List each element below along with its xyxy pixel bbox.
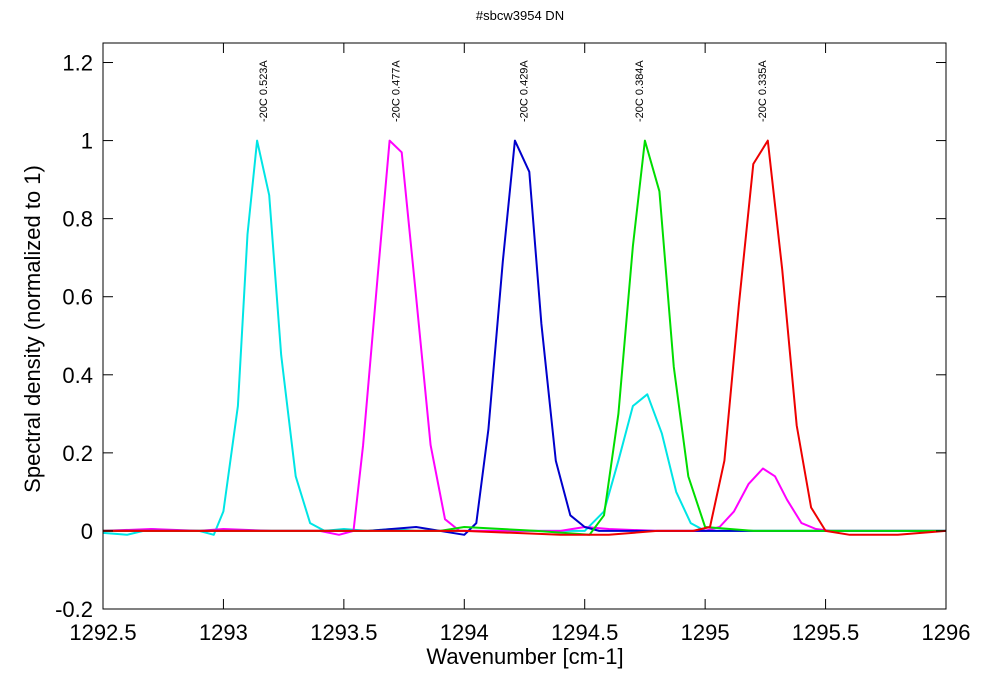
y-tick-label: -0.2 [55,597,93,622]
peak-label: -20C 0.335A [757,60,769,122]
x-tick-label: 1293.5 [310,620,377,645]
y-tick-label: 0.8 [62,207,93,232]
y-tick-label: 0 [81,519,93,544]
peak-label: -20C 0.523A [258,60,270,122]
y-axis: -0.2 0 0.2 0.4 0.6 0.8 1 1.2 [55,51,946,622]
series-line-2 [102,139,946,536]
series-line-1 [102,139,946,536]
x-axis: 1292.5 1293 1293.5 1294 1294.5 1295 1295.5 1296 [69,43,970,645]
y-tick-label: 1 [81,129,93,154]
x-tick-label: 1295.5 [792,620,859,645]
peak-annotations: -20C 0.523A -20C 0.477A -20C 0.429A -20C 0.… [258,60,769,122]
series-line-3 [103,139,946,536]
peak-label: -20C 0.477A [391,60,403,122]
x-tick-label: 1295 [681,620,730,645]
x-tick-label: 1296 [922,620,971,645]
plot-frame [102,42,947,610]
series-line-5 [103,139,947,536]
x-tick-label: 1294 [440,620,489,645]
chart-title: #sbcw3954 DN [476,8,564,23]
series-line-4 [103,139,946,536]
y-tick-label: 1.2 [62,51,93,76]
y-tick-label: 0.4 [62,363,93,388]
y-tick-label: 0.2 [62,441,93,466]
y-tick-label: 0.6 [62,285,93,310]
x-tick-label: 1294.5 [551,620,618,645]
x-tick-label: 1293 [199,620,248,645]
y-axis-title: Spectral density (normalized to 1) [20,165,45,493]
series-layer [102,139,947,536]
x-tick-label: 1292.5 [69,620,136,645]
peak-label: -20C 0.429A [518,60,530,122]
peak-label: -20C 0.384A [634,60,646,122]
x-axis-title: Wavenumber [cm-1] [426,644,623,669]
